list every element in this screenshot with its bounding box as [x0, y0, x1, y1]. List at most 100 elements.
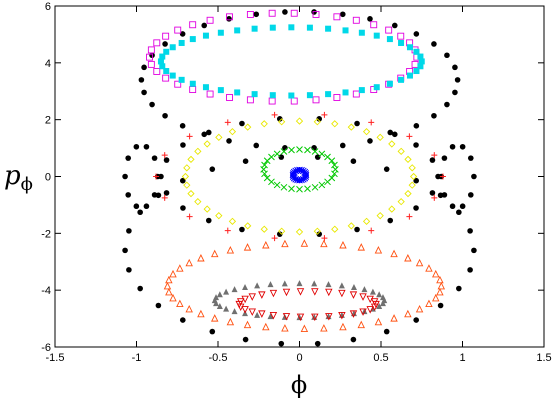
data-point-open-triangle [300, 324, 309, 332]
data-point-open-square [246, 96, 254, 104]
data-point-plus [271, 111, 278, 118]
data-point-star [299, 167, 307, 175]
data-point-open-diamond [397, 198, 405, 206]
data-point-plus [186, 133, 193, 140]
data-point-filled-circle [276, 116, 283, 122]
data-point-filled-circle [314, 154, 321, 160]
data-point-open-triangle [165, 287, 173, 296]
data-point-filled-square [163, 48, 170, 55]
data-point-filled-square [202, 32, 209, 39]
data-point-open-triangle [197, 309, 205, 318]
data-point-filled-circle [367, 16, 373, 22]
data-point-open-down-triangle [370, 303, 379, 312]
data-point-filled-circle [367, 138, 373, 144]
data-point-open-triangle [262, 322, 270, 331]
data-point-open-diamond [362, 217, 371, 225]
data-point-filled-triangle [231, 308, 238, 315]
data-point-cross [304, 185, 311, 193]
data-point-open-square [174, 80, 182, 88]
data-point-open-diamond [183, 164, 191, 172]
data-point-open-down-triangle [366, 306, 374, 314]
data-point-plus [321, 111, 328, 118]
data-point-filled-circle [316, 116, 323, 122]
axis-ticks [54, 5, 545, 348]
data-point-open-triangle [226, 317, 235, 326]
data-point-cross [261, 170, 268, 178]
data-point-filled-circle [314, 340, 321, 347]
data-point-filled-circle [151, 155, 158, 161]
data-point-filled-square [163, 68, 170, 75]
data-point-open-diamond [203, 205, 211, 213]
data-point-filled-square [342, 27, 349, 34]
data-point-filled-square [234, 27, 241, 34]
data-point-filled-triangle [369, 288, 376, 295]
data-point-filled-circle [162, 112, 168, 119]
data-point-filled-square [288, 24, 295, 31]
data-point-filled-circle [431, 41, 437, 47]
data-point-filled-circle [141, 89, 147, 96]
data-point-open-diamond [260, 225, 268, 233]
data-point-cross [331, 161, 338, 169]
data-point-plus [153, 173, 160, 180]
data-point-open-diamond [295, 117, 304, 125]
data-point-filled-circle [179, 123, 186, 129]
x-tick-label: 1 [459, 352, 465, 364]
data-point-filled-circle [205, 129, 212, 136]
data-point-filled-triangle [223, 288, 230, 295]
data-point-filled-circle [239, 226, 245, 233]
data-point-open-down-triangle [296, 288, 305, 296]
data-point-filled-circle [158, 173, 164, 180]
y-tick-label: -4 [41, 285, 51, 297]
data-point-open-diamond [187, 189, 195, 198]
data-point-cross [328, 174, 336, 182]
data-point-filled-triangle [376, 302, 383, 309]
data-point-filled-circle [454, 77, 461, 83]
data-point-filled-circle [122, 247, 128, 254]
data-point-filled-circle [179, 177, 186, 184]
data-point-open-down-triangle [241, 306, 249, 314]
data-point-filled-circle [429, 190, 436, 196]
data-point-open-triangle [163, 281, 172, 290]
data-point-open-triangle [165, 275, 173, 284]
data-point-open-diamond [347, 123, 355, 131]
data-point-filled-circle [383, 328, 390, 335]
data-point-open-square [268, 9, 276, 17]
data-point-filled-circle [413, 177, 420, 184]
data-point-open-triangle [226, 246, 235, 254]
data-point-open-down-triangle [296, 313, 305, 322]
data-point-open-square [333, 13, 341, 21]
data-point-filled-square [306, 24, 313, 31]
data-point-open-triangle [425, 299, 433, 308]
data-point-filled-circle [441, 155, 448, 161]
data-point-filled-circle [431, 112, 437, 119]
x-axis-label: ϕ [291, 371, 307, 399]
data-point-filled-circle [413, 123, 420, 129]
data-point-open-square [162, 32, 170, 40]
data-point-open-square [290, 9, 298, 17]
data-point-star [302, 173, 310, 181]
data-point-open-diamond [215, 133, 223, 141]
data-point-plus [271, 235, 278, 242]
data-point-open-diamond [183, 181, 191, 189]
data-point-filled-circle [282, 9, 288, 15]
data-point-open-triangle [320, 324, 328, 332]
data-point-filled-circle [449, 203, 456, 210]
data-point-plus [431, 194, 438, 201]
data-point-open-diamond [194, 198, 202, 206]
data-point-open-triangle [339, 240, 347, 249]
data-point-filled-triangle [254, 282, 261, 289]
data-point-cross [324, 153, 331, 161]
data-point-open-diamond [404, 189, 412, 198]
data-point-open-diamond [409, 172, 418, 181]
data-point-plus [224, 119, 231, 126]
data-point-filled-circle [459, 203, 466, 210]
data-point-filled-triangle [376, 291, 383, 298]
data-point-filled-triangle [254, 311, 261, 318]
data-point-filled-square [398, 76, 405, 83]
data-point-filled-circle [122, 173, 128, 180]
data-point-open-triangle [374, 317, 383, 326]
data-point-filled-circle [339, 142, 346, 149]
data-point-open-down-triangle [338, 311, 346, 320]
data-point-filled-square [157, 58, 164, 65]
data-point-open-down-triangle [366, 295, 374, 304]
